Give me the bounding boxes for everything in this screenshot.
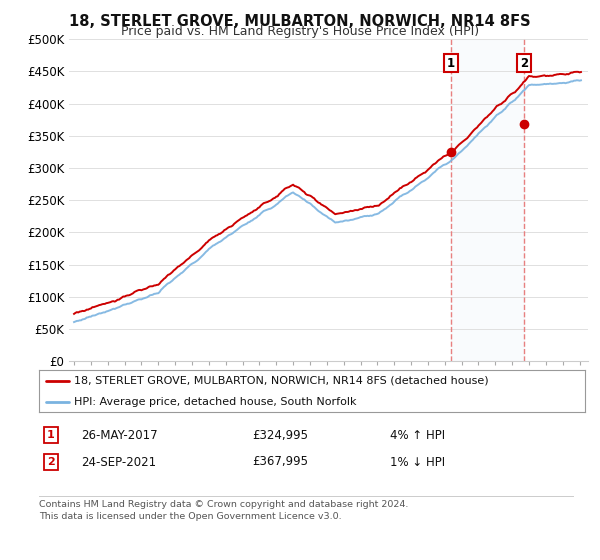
Text: Contains HM Land Registry data © Crown copyright and database right 2024.
This d: Contains HM Land Registry data © Crown c…	[39, 500, 409, 521]
Text: 1: 1	[47, 430, 55, 440]
Text: 2: 2	[47, 457, 55, 467]
Text: £367,995: £367,995	[252, 455, 308, 469]
Text: £324,995: £324,995	[252, 428, 308, 442]
Text: 26-MAY-2017: 26-MAY-2017	[81, 428, 158, 442]
Text: 1% ↓ HPI: 1% ↓ HPI	[390, 455, 445, 469]
Text: Price paid vs. HM Land Registry's House Price Index (HPI): Price paid vs. HM Land Registry's House …	[121, 25, 479, 38]
Text: 24-SEP-2021: 24-SEP-2021	[81, 455, 156, 469]
Text: 4% ↑ HPI: 4% ↑ HPI	[390, 428, 445, 442]
Text: 1: 1	[447, 57, 455, 69]
Text: 18, STERLET GROVE, MULBARTON, NORWICH, NR14 8FS: 18, STERLET GROVE, MULBARTON, NORWICH, N…	[69, 14, 531, 29]
Text: 18, STERLET GROVE, MULBARTON, NORWICH, NR14 8FS (detached house): 18, STERLET GROVE, MULBARTON, NORWICH, N…	[74, 376, 489, 386]
Bar	[451, 39, 524, 361]
Text: HPI: Average price, detached house, South Norfolk: HPI: Average price, detached house, Sout…	[74, 398, 357, 407]
Text: 2: 2	[520, 57, 529, 69]
